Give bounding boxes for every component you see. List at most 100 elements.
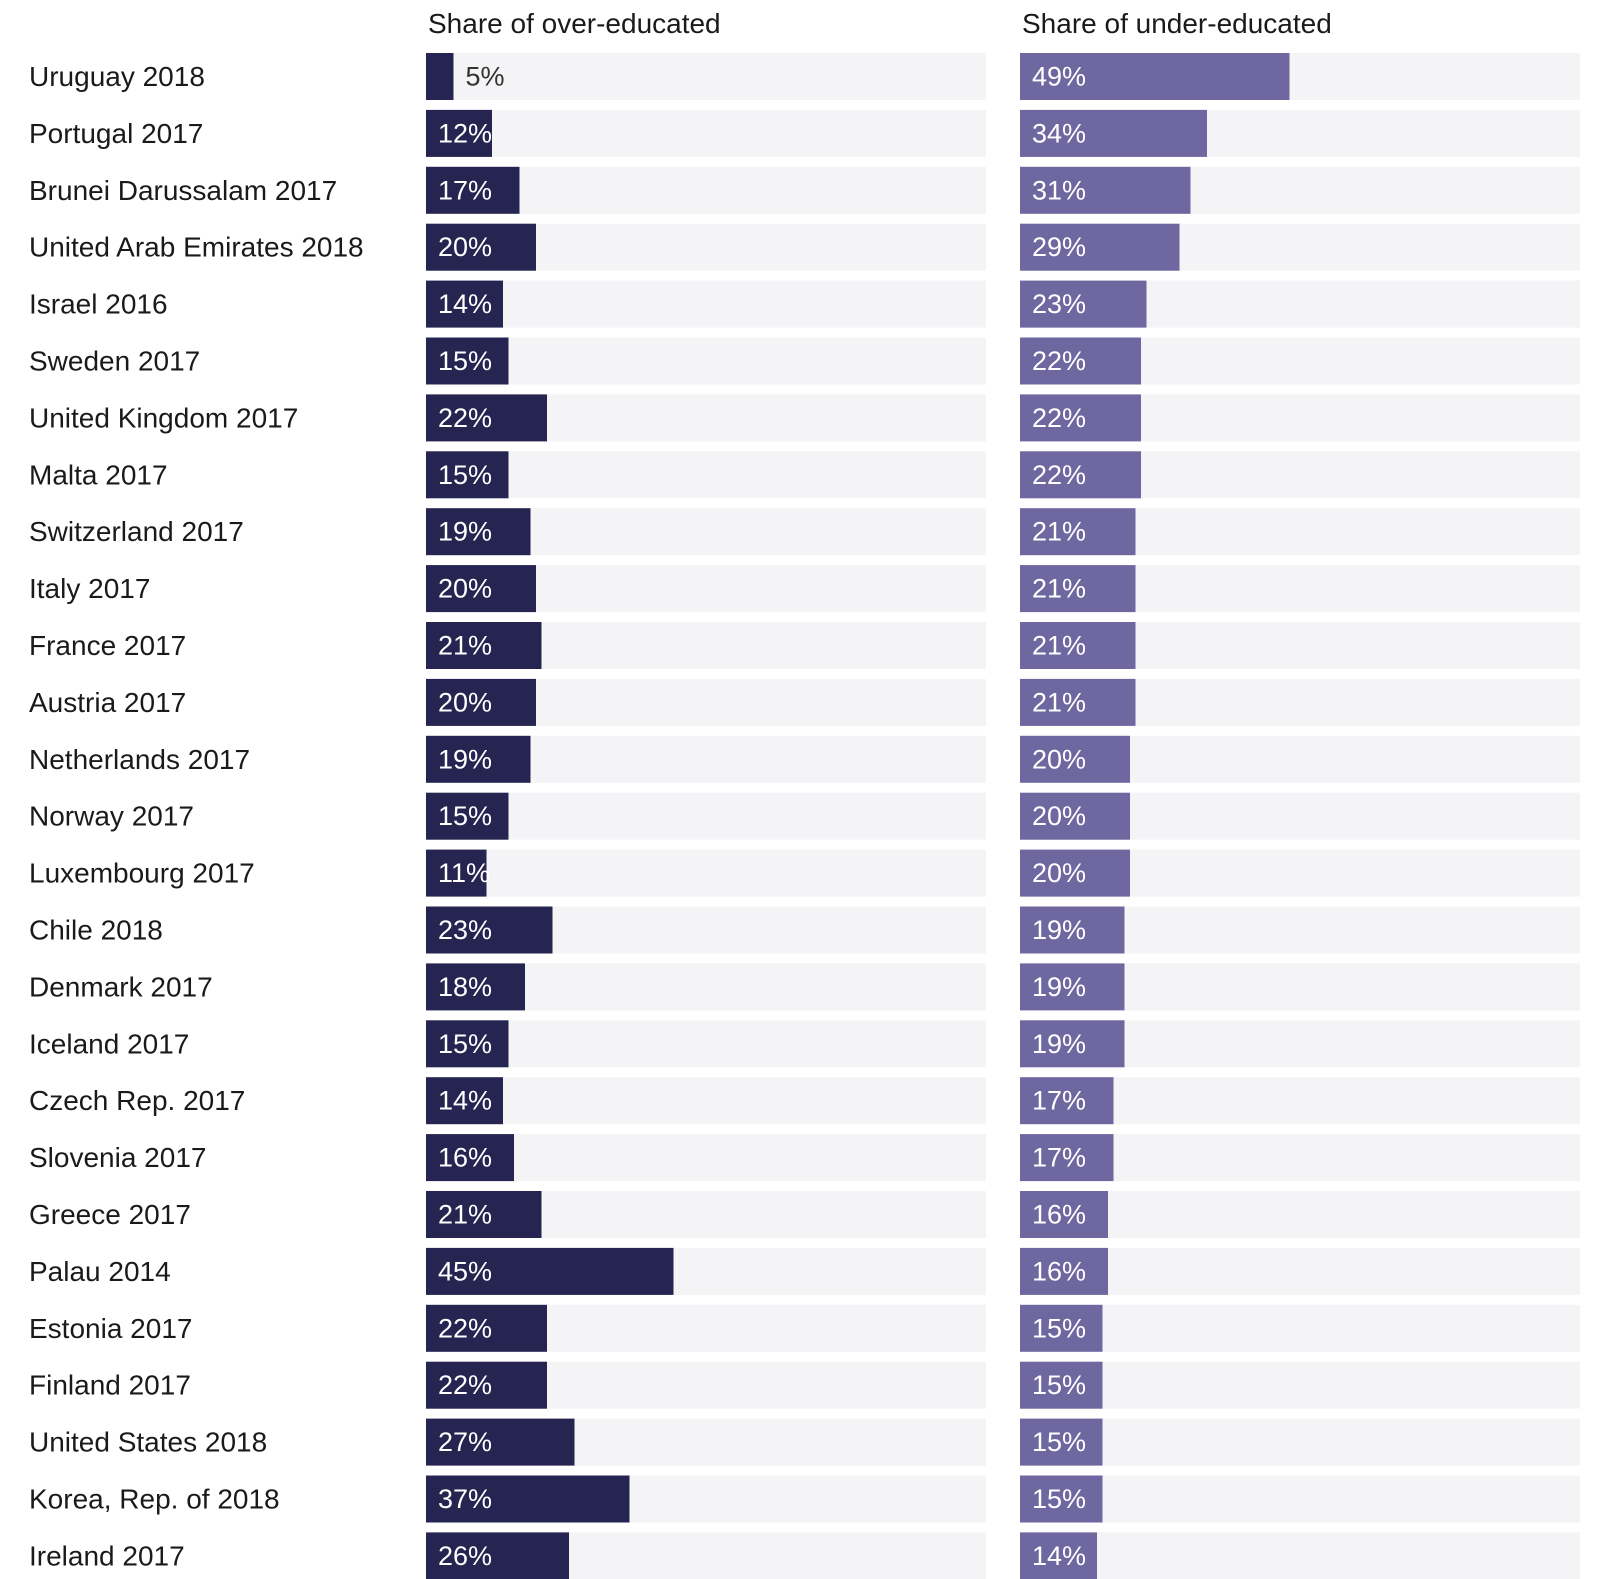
bar-over-educated xyxy=(426,280,503,328)
bar-track xyxy=(426,109,986,157)
data-label: 23% xyxy=(438,915,492,945)
bar-under-educated xyxy=(1020,53,1290,100)
data-label: 21% xyxy=(1032,687,1086,717)
data-label: 14% xyxy=(438,1086,492,1116)
data-label: 15% xyxy=(438,801,492,831)
panel-header-2: Share of under-educated xyxy=(1022,8,1332,39)
bar-under-educated xyxy=(1020,678,1136,726)
data-label: 15% xyxy=(1032,1370,1086,1400)
data-label: 22% xyxy=(438,1370,492,1400)
bar-under-educated xyxy=(1020,565,1136,613)
bar-under-educated xyxy=(1020,1020,1125,1068)
bar-over-educated xyxy=(426,1304,547,1352)
bar-track xyxy=(426,337,986,385)
data-label: 19% xyxy=(438,744,492,774)
category-label: Palau 2014 xyxy=(29,1256,171,1287)
data-label: 16% xyxy=(438,1143,492,1173)
data-label: 37% xyxy=(438,1484,492,1514)
bar-track xyxy=(1020,1532,1580,1579)
data-label: 15% xyxy=(438,460,492,490)
bar-under-educated xyxy=(1020,508,1136,556)
bar-over-educated xyxy=(426,1134,514,1182)
data-label: 22% xyxy=(438,1313,492,1343)
category-label: United States 2018 xyxy=(29,1427,267,1458)
bar-over-educated xyxy=(426,394,547,442)
data-label: 23% xyxy=(1032,289,1086,319)
bar-over-educated xyxy=(426,565,536,613)
bar-track xyxy=(426,1077,986,1125)
data-label: 19% xyxy=(438,517,492,547)
category-label: Slovenia 2017 xyxy=(29,1142,206,1173)
data-label: 20% xyxy=(438,687,492,717)
category-label: Netherlands 2017 xyxy=(29,744,250,775)
bar-over-educated xyxy=(426,1020,509,1068)
data-label: 5% xyxy=(466,62,505,92)
data-label: 15% xyxy=(1032,1313,1086,1343)
bar-over-educated xyxy=(426,53,454,100)
bar-under-educated xyxy=(1020,451,1141,499)
data-label: 11% xyxy=(438,858,490,888)
category-label: Luxembourg 2017 xyxy=(29,858,255,889)
category-label: United Arab Emirates 2018 xyxy=(29,232,364,263)
bar-under-educated xyxy=(1020,1247,1108,1295)
data-label: 45% xyxy=(438,1256,492,1286)
category-label: Ireland 2017 xyxy=(29,1540,185,1571)
bar-under-educated xyxy=(1020,166,1191,214)
bar-under-educated xyxy=(1020,1532,1097,1579)
data-label: 20% xyxy=(438,232,492,262)
bar-track xyxy=(1020,1191,1580,1238)
data-label: 19% xyxy=(1032,1029,1086,1059)
bar-track xyxy=(1020,1361,1580,1409)
category-label: Portugal 2017 xyxy=(29,118,203,149)
category-label: Israel 2016 xyxy=(29,289,168,320)
data-label: 26% xyxy=(438,1541,492,1571)
data-label: 19% xyxy=(1032,915,1086,945)
category-label: Chile 2018 xyxy=(29,915,163,946)
category-label: Finland 2017 xyxy=(29,1370,191,1401)
data-label: 18% xyxy=(438,972,492,1002)
data-label: 15% xyxy=(1032,1427,1086,1457)
bar-under-educated xyxy=(1020,1475,1103,1523)
data-label: 21% xyxy=(1032,631,1086,661)
bar-under-educated xyxy=(1020,1361,1103,1409)
data-label: 14% xyxy=(1032,1541,1086,1571)
bar-under-educated xyxy=(1020,735,1130,783)
data-label: 21% xyxy=(438,1200,492,1230)
bar-under-educated xyxy=(1020,792,1130,840)
data-label: 20% xyxy=(1032,858,1086,888)
bar-under-educated xyxy=(1020,622,1136,669)
category-label: United Kingdom 2017 xyxy=(29,402,298,433)
bar-over-educated xyxy=(426,792,509,840)
bar-track xyxy=(426,1020,986,1068)
data-label: 17% xyxy=(438,175,492,205)
data-label: 34% xyxy=(1032,118,1086,148)
data-label: 22% xyxy=(1032,460,1086,490)
category-label: Uruguay 2018 xyxy=(29,61,205,92)
data-label: 20% xyxy=(1032,744,1086,774)
data-label: 15% xyxy=(438,1029,492,1059)
bar-over-educated xyxy=(426,1361,547,1409)
category-label: France 2017 xyxy=(29,630,186,661)
data-label: 15% xyxy=(438,346,492,376)
category-label: Iceland 2017 xyxy=(29,1028,189,1059)
data-label: 19% xyxy=(1032,972,1086,1002)
category-label: Denmark 2017 xyxy=(29,971,213,1002)
bar-over-educated xyxy=(426,1077,503,1125)
data-label: 15% xyxy=(1032,1484,1086,1514)
bar-over-educated xyxy=(426,166,520,214)
bar-under-educated xyxy=(1020,1191,1108,1238)
data-label: 31% xyxy=(1032,175,1086,205)
bar-over-educated xyxy=(426,622,542,669)
category-label: Italy 2017 xyxy=(29,573,150,604)
data-label: 22% xyxy=(1032,346,1086,376)
bar-over-educated xyxy=(426,1191,542,1238)
bar-track xyxy=(426,451,986,499)
bar-under-educated xyxy=(1020,1134,1114,1182)
data-label: 21% xyxy=(1032,517,1086,547)
category-label: Austria 2017 xyxy=(29,687,186,718)
bar-track xyxy=(426,849,986,897)
bar-track xyxy=(1020,1304,1580,1352)
bar-over-educated xyxy=(426,906,553,954)
data-label: 17% xyxy=(1032,1086,1086,1116)
